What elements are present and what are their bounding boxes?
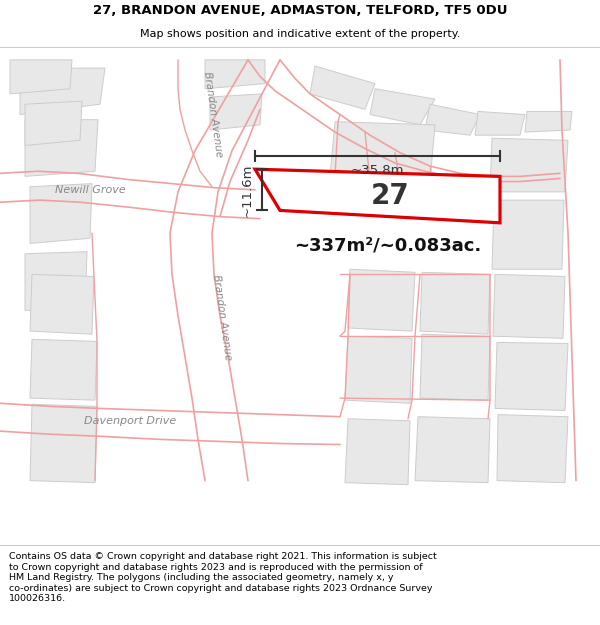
Polygon shape (425, 104, 480, 135)
Polygon shape (492, 200, 564, 269)
Polygon shape (415, 417, 490, 482)
Text: Brandon Avenue: Brandon Avenue (202, 71, 224, 158)
Polygon shape (30, 404, 97, 482)
Text: ~11.6m: ~11.6m (241, 163, 254, 216)
Text: Newill Grove: Newill Grove (55, 185, 125, 195)
Polygon shape (210, 94, 262, 130)
Polygon shape (348, 269, 415, 331)
Polygon shape (205, 60, 265, 89)
Polygon shape (10, 60, 72, 94)
Text: 27: 27 (371, 182, 409, 210)
Text: 27, BRANDON AVENUE, ADMASTON, TELFORD, TF5 0DU: 27, BRANDON AVENUE, ADMASTON, TELFORD, T… (93, 4, 507, 17)
Polygon shape (490, 138, 568, 192)
Text: Davenport Drive: Davenport Drive (84, 416, 176, 426)
Polygon shape (255, 169, 500, 222)
Polygon shape (525, 111, 572, 132)
Polygon shape (25, 252, 87, 311)
Polygon shape (475, 111, 525, 135)
Polygon shape (20, 68, 105, 114)
Text: ~35.8m: ~35.8m (351, 164, 404, 177)
Polygon shape (30, 274, 94, 334)
Polygon shape (345, 336, 412, 403)
Polygon shape (25, 101, 82, 146)
Polygon shape (345, 419, 410, 485)
Text: Contains OS data © Crown copyright and database right 2021. This information is : Contains OS data © Crown copyright and d… (9, 552, 437, 603)
Polygon shape (25, 120, 98, 176)
Polygon shape (30, 339, 97, 400)
Polygon shape (310, 66, 375, 109)
Polygon shape (497, 414, 568, 482)
Polygon shape (330, 122, 435, 181)
Polygon shape (370, 89, 435, 125)
Polygon shape (495, 342, 568, 411)
Polygon shape (420, 334, 490, 400)
Polygon shape (493, 274, 565, 338)
Polygon shape (420, 272, 490, 334)
Text: ~337m²/~0.083ac.: ~337m²/~0.083ac. (295, 236, 482, 254)
Polygon shape (30, 184, 92, 243)
Text: Brandon Avenue: Brandon Avenue (211, 274, 233, 361)
Text: Map shows position and indicative extent of the property.: Map shows position and indicative extent… (140, 29, 460, 39)
